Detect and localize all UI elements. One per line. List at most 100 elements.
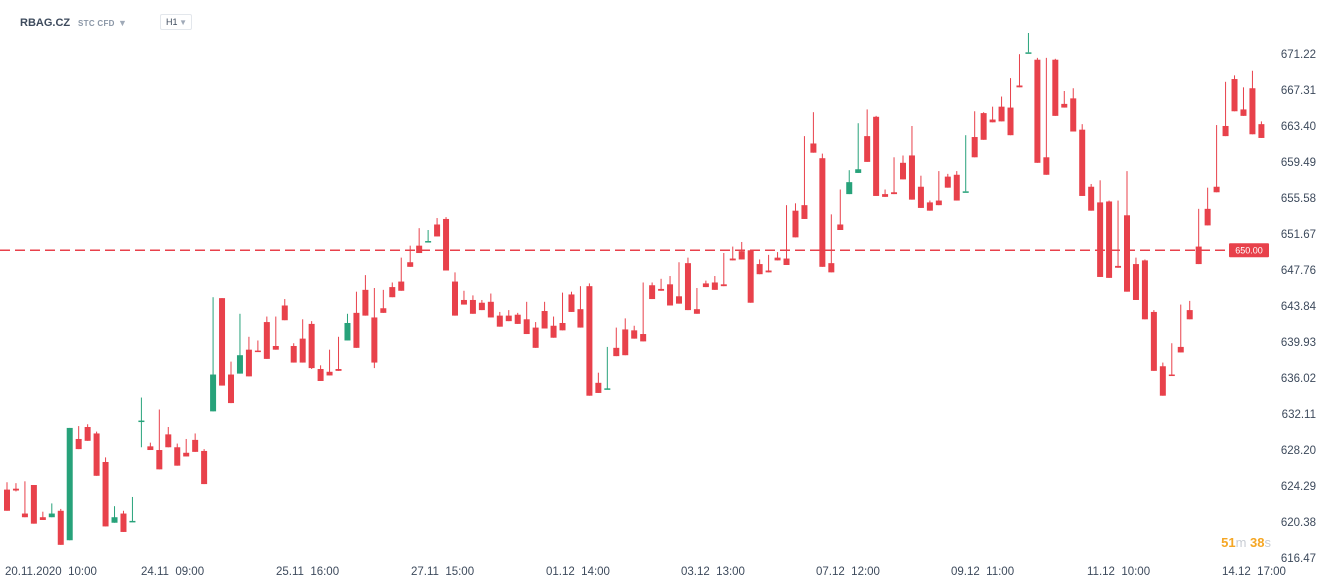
candle bbox=[272, 316, 279, 350]
candle bbox=[326, 349, 333, 376]
candle-body bbox=[192, 439, 199, 452]
candle-body bbox=[917, 186, 924, 208]
candle bbox=[926, 200, 933, 211]
candle bbox=[541, 301, 548, 329]
candle bbox=[765, 254, 772, 273]
candle-body bbox=[487, 301, 494, 318]
countdown-seconds: 38 bbox=[1250, 535, 1265, 550]
candle bbox=[344, 313, 351, 341]
candle bbox=[747, 250, 754, 303]
candle-body bbox=[326, 371, 333, 376]
candle-body bbox=[568, 294, 575, 312]
candle-body bbox=[12, 488, 19, 491]
candle-body bbox=[765, 270, 772, 273]
candle bbox=[210, 297, 217, 412]
candle-body bbox=[111, 517, 118, 523]
candle bbox=[523, 301, 530, 335]
candle-body bbox=[496, 315, 503, 327]
candle bbox=[1025, 33, 1032, 54]
candle bbox=[1052, 58, 1059, 116]
candle bbox=[684, 257, 691, 311]
timeframe-dropdown[interactable]: H1 ▼ bbox=[160, 14, 192, 30]
y-tick-label: 620.38 bbox=[1281, 517, 1316, 529]
candle-body bbox=[837, 224, 844, 231]
candle-body bbox=[335, 369, 342, 371]
candle-body bbox=[747, 250, 754, 303]
candle bbox=[452, 272, 458, 316]
candle-body bbox=[1213, 186, 1220, 193]
candle-body bbox=[1124, 215, 1130, 292]
candle bbox=[120, 510, 127, 532]
candle bbox=[425, 230, 432, 243]
candle-body bbox=[308, 323, 315, 369]
x-tick-label: 27.11 15:00 bbox=[411, 566, 474, 578]
candle bbox=[595, 372, 602, 393]
candle-body bbox=[120, 513, 127, 532]
candle bbox=[380, 289, 387, 313]
candle-body bbox=[93, 433, 100, 476]
candle-body bbox=[604, 388, 611, 390]
candle-body bbox=[738, 251, 745, 260]
candle bbox=[362, 275, 369, 316]
instrument-type-label[interactable]: STC CFD bbox=[78, 18, 115, 28]
candle-body bbox=[362, 289, 369, 316]
candle-body bbox=[720, 284, 727, 287]
candle bbox=[1195, 208, 1202, 265]
candle bbox=[586, 283, 593, 396]
symbol-label[interactable]: RBAG.CZ bbox=[20, 17, 71, 29]
candle bbox=[550, 316, 557, 338]
candle-body bbox=[281, 305, 288, 321]
candle bbox=[290, 343, 297, 363]
candle bbox=[980, 112, 987, 140]
current-price-badge: 650.00 bbox=[1229, 243, 1269, 258]
candle bbox=[882, 189, 889, 197]
y-tick-label: 639.93 bbox=[1281, 337, 1316, 349]
candle bbox=[828, 214, 835, 273]
x-tick-label: 14.12 17:00 bbox=[1222, 566, 1286, 578]
candle-body bbox=[622, 329, 629, 356]
candle bbox=[1124, 171, 1130, 292]
candle bbox=[219, 298, 226, 386]
candle bbox=[1150, 310, 1157, 371]
candle bbox=[568, 291, 575, 312]
candle bbox=[443, 217, 450, 271]
candle bbox=[21, 481, 28, 518]
candle bbox=[371, 288, 378, 369]
candle-body bbox=[30, 485, 37, 524]
candle-body bbox=[702, 283, 709, 288]
candle-body bbox=[380, 308, 387, 313]
candle-body bbox=[1249, 88, 1256, 135]
candle bbox=[693, 288, 700, 314]
candle bbox=[469, 295, 476, 314]
candle bbox=[1249, 70, 1256, 135]
candle bbox=[39, 511, 46, 520]
candle bbox=[640, 282, 647, 342]
candle bbox=[702, 280, 709, 288]
candle-body bbox=[1177, 346, 1184, 353]
candle bbox=[532, 322, 539, 348]
y-axis: 671.22 667.31 663.40 659.49 655.58 651.67 647.… bbox=[1281, 49, 1317, 565]
y-tick-label: 616.47 bbox=[1281, 553, 1316, 565]
candle-body bbox=[1204, 208, 1211, 226]
candle bbox=[317, 365, 324, 381]
candle bbox=[245, 336, 252, 377]
candle bbox=[12, 483, 19, 492]
candle-body bbox=[559, 322, 566, 331]
candle-body bbox=[801, 205, 808, 219]
candle-body bbox=[443, 218, 450, 271]
candle bbox=[613, 327, 620, 357]
candle bbox=[308, 321, 315, 370]
candle bbox=[917, 175, 924, 208]
candle-body bbox=[1052, 59, 1059, 116]
candle bbox=[254, 340, 261, 353]
candle bbox=[505, 310, 512, 322]
candle-body bbox=[935, 200, 942, 206]
instrument-caret-icon[interactable]: ▼ bbox=[118, 18, 127, 28]
candle bbox=[792, 203, 799, 238]
candle-body bbox=[407, 262, 414, 267]
candle bbox=[102, 457, 109, 527]
candle-body bbox=[1007, 107, 1014, 136]
candle bbox=[478, 299, 485, 311]
candle-countdown: 51m 38s bbox=[1221, 535, 1271, 550]
